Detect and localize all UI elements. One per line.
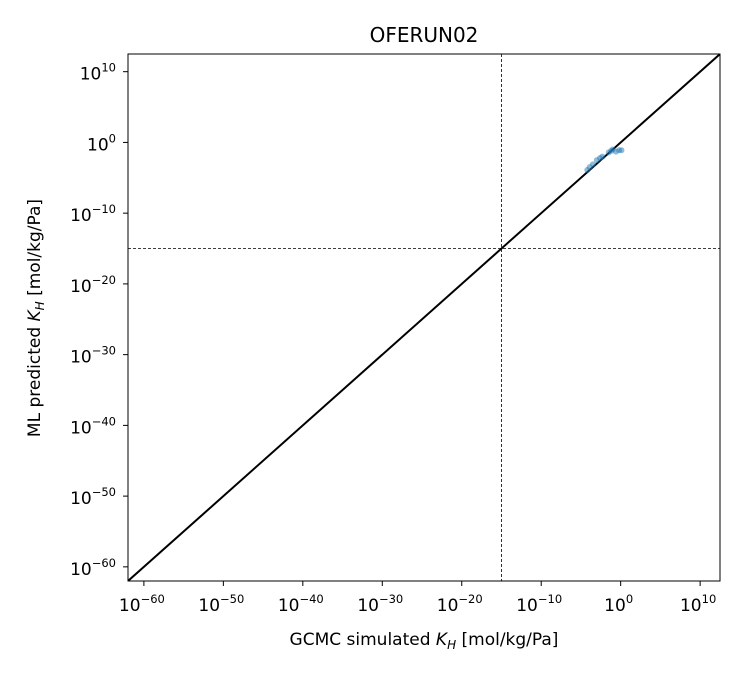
y-axis-label-suffix: [mol/kg/Pa] — [25, 199, 45, 301]
y-tick-label: 1010 — [80, 61, 116, 85]
y-axis-label-prefix: ML predicted — [25, 321, 45, 437]
y-tick-label: 10−60 — [70, 556, 116, 580]
y-tick-label: 10−50 — [70, 485, 116, 509]
data-point — [599, 153, 606, 160]
y-tick-label: 100 — [87, 131, 116, 155]
x-tick-label: 10−10 — [516, 592, 562, 616]
plot-area: 10−60 10−50 10−40 10−30 10−20 10−10 100 1010 10−… — [70, 53, 721, 616]
x-axis-label-subscript: H — [447, 638, 456, 652]
x-tick-label: 10−40 — [278, 592, 324, 616]
chart-title: OFERUN02 — [370, 23, 479, 47]
y-tick-label: 10−10 — [70, 202, 116, 226]
x-axis-label: GCMC simulated KH [mol/kg/Pa] — [290, 630, 559, 652]
y-axis-label: ML predicted KH [mol/kg/Pa] — [25, 199, 47, 437]
plot-frame — [127, 53, 721, 582]
x-tick-label: 10−50 — [198, 592, 244, 616]
x-axis-label-suffix: [mol/kg/Pa] — [456, 630, 558, 650]
x-tick-label: 10−30 — [357, 592, 403, 616]
parity-line — [128, 54, 720, 581]
data-point — [618, 147, 625, 154]
x-axis-label-prefix: GCMC simulated — [290, 630, 436, 650]
x-tick-label: 100 — [604, 592, 633, 616]
data-point — [589, 161, 596, 168]
x-tick-label: 10−20 — [437, 592, 483, 616]
y-tick-label: 10−20 — [70, 273, 116, 297]
y-tick-label: 10−40 — [70, 414, 116, 438]
y-axis-label-symbol: K — [25, 308, 45, 321]
x-axis-label-symbol: K — [436, 630, 449, 650]
x-tick-label: 10−60 — [119, 592, 165, 616]
x-tick-label: 1010 — [680, 592, 716, 616]
y-tick-label: 10−30 — [70, 344, 116, 368]
y-axis-label-subscript: H — [33, 301, 47, 310]
